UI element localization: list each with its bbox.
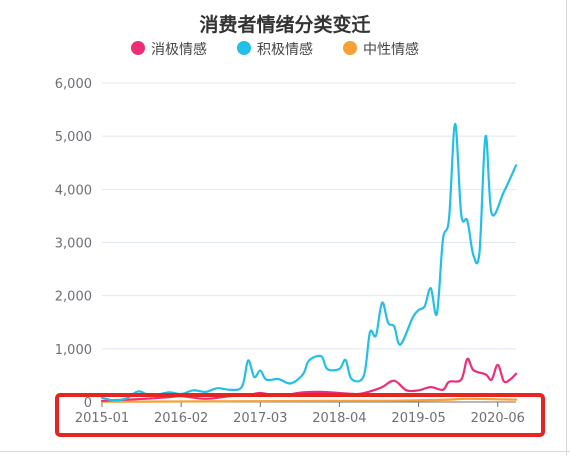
legend-label: 积极情感: [257, 41, 313, 58]
x-tick-label: 2018-04: [312, 411, 366, 426]
x-axis: 2015-01 2016-02 2017-03 2018-04 2019-05 2020-…: [75, 402, 525, 426]
legend-item[interactable]: 消极情感: [131, 41, 207, 58]
y-axis: 0 1,000 2,000 3,000 4,000 5,000 6,000: [55, 77, 92, 411]
legend-marker: [343, 41, 357, 55]
chart-title: 消费者情绪分类变迁: [199, 13, 370, 36]
y-tick-label: 3,000: [55, 237, 92, 252]
legend-label: 中性情感: [363, 41, 419, 58]
x-tick-label: 2016-02: [154, 411, 208, 426]
y-tick-label: 5,000: [55, 130, 92, 145]
legend-item[interactable]: 中性情感: [343, 41, 419, 58]
panel-right-border: [566, 0, 567, 455]
series-line: [100, 357, 518, 402]
y-tick-label: 0: [84, 396, 92, 411]
x-tick-label: 2020-06: [471, 411, 525, 426]
chart-legend[interactable]: 消极情感 积极情感 中性情感: [131, 41, 419, 58]
legend-marker: [237, 41, 251, 55]
x-tick-label: 2015-01: [75, 411, 129, 426]
panel-bottom-border: [0, 451, 570, 452]
x-tick-label: 2019-05: [391, 411, 445, 426]
legend-label: 消极情感: [151, 41, 207, 58]
y-tick-label: 4,000: [55, 183, 92, 198]
series-line: [100, 122, 518, 402]
highlight-box: [55, 393, 545, 437]
y-tick-label: 1,000: [55, 343, 92, 358]
series-lines: [100, 122, 518, 403]
legend-marker: [131, 41, 145, 55]
series-line: [100, 397, 518, 403]
grid-lines: [102, 82, 516, 403]
y-tick-label: 2,000: [55, 290, 92, 305]
legend-item[interactable]: 积极情感: [237, 41, 313, 58]
y-tick-label: 6,000: [55, 77, 92, 92]
x-tick-label: 2017-03: [233, 411, 287, 426]
